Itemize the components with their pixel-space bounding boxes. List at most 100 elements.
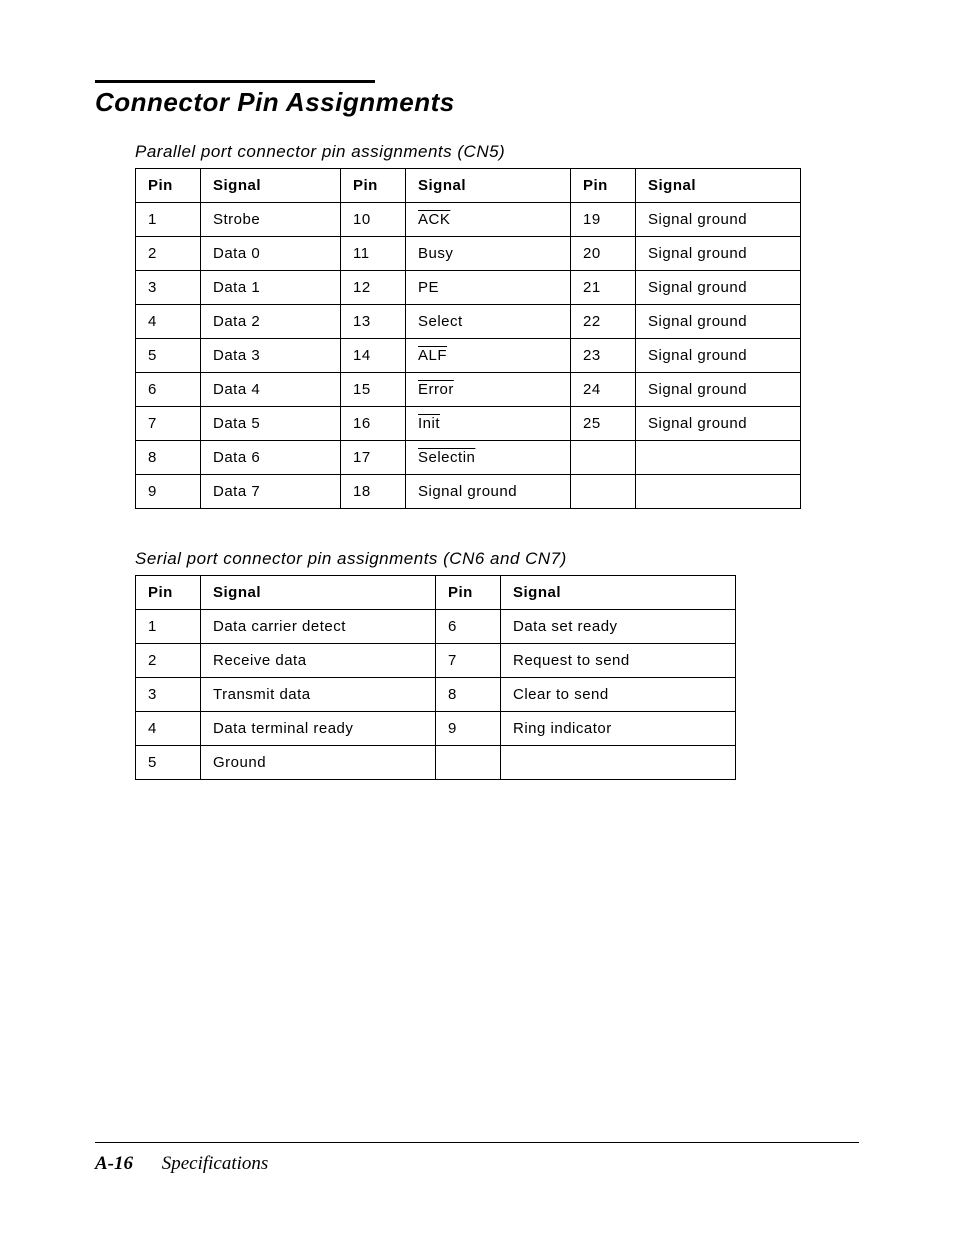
col-header: Signal (201, 576, 436, 610)
table-cell: 4 (136, 305, 201, 339)
table-cell: Signal ground (636, 407, 801, 441)
table-cell: Data set ready (501, 610, 736, 644)
table-cell: Data 1 (201, 271, 341, 305)
page-container: Connector Pin Assignments Parallel port … (0, 0, 954, 1235)
parallel-port-table: Pin Signal Pin Signal Pin Signal 1Strobe… (135, 168, 801, 509)
table-cell: Select (406, 305, 571, 339)
table-cell (571, 475, 636, 509)
table-cell: Signal ground (636, 373, 801, 407)
table-row: 2Receive data7Request to send (136, 644, 736, 678)
table-cell: 8 (436, 678, 501, 712)
title-rule (95, 80, 375, 83)
table-cell: Signal ground (636, 271, 801, 305)
table-cell: ALF (406, 339, 571, 373)
table-cell: 3 (136, 271, 201, 305)
table-cell: Request to send (501, 644, 736, 678)
table-cell: 9 (136, 475, 201, 509)
table-cell (436, 746, 501, 780)
page-number: A-16 (95, 1153, 133, 1174)
table-cell: 18 (341, 475, 406, 509)
col-header: Pin (136, 576, 201, 610)
table-cell: Transmit data (201, 678, 436, 712)
table-cell: 25 (571, 407, 636, 441)
table-cell: 1 (136, 610, 201, 644)
page-footer: A-16 Specifications (95, 1142, 859, 1175)
table-cell: 13 (341, 305, 406, 339)
table-cell: Data 6 (201, 441, 341, 475)
table-cell: 9 (436, 712, 501, 746)
table-cell: 14 (341, 339, 406, 373)
serial-port-table: Pin Signal Pin Signal 1Data carrier dete… (135, 575, 736, 780)
table-cell: 24 (571, 373, 636, 407)
table-row: 5Data 314ALF23Signal ground (136, 339, 801, 373)
table-cell: Clear to send (501, 678, 736, 712)
col-header: Signal (406, 169, 571, 203)
table-cell: Data 2 (201, 305, 341, 339)
table-cell: 6 (436, 610, 501, 644)
table-cell: Signal ground (636, 203, 801, 237)
table-cell: Strobe (201, 203, 341, 237)
table-row: 4Data terminal ready9Ring indicator (136, 712, 736, 746)
footer-text: A-16 Specifications (95, 1153, 859, 1175)
col-header: Pin (136, 169, 201, 203)
table-cell: 1 (136, 203, 201, 237)
section-name: Specifications (162, 1153, 269, 1174)
table-cell: Signal ground (406, 475, 571, 509)
table2-caption: Serial port connector pin assignments (C… (135, 549, 859, 569)
table-cell: 8 (136, 441, 201, 475)
footer-rule (95, 1142, 859, 1143)
table-cell: 7 (436, 644, 501, 678)
col-header: Signal (636, 169, 801, 203)
table-cell: Signal ground (636, 339, 801, 373)
col-header: Pin (341, 169, 406, 203)
table-row: 3Data 112PE21Signal ground (136, 271, 801, 305)
table-cell: 2 (136, 644, 201, 678)
table-cell: 2 (136, 237, 201, 271)
table-cell: 16 (341, 407, 406, 441)
table-row: 7Data 516Init25Signal ground (136, 407, 801, 441)
table-cell: 10 (341, 203, 406, 237)
table-cell: 15 (341, 373, 406, 407)
col-header: Signal (201, 169, 341, 203)
table-cell: PE (406, 271, 571, 305)
table-cell: Selectin (406, 441, 571, 475)
table-row: 3Transmit data8Clear to send (136, 678, 736, 712)
table-cell: 7 (136, 407, 201, 441)
table-cell: Data 4 (201, 373, 341, 407)
table-cell: ACK (406, 203, 571, 237)
table-cell: 23 (571, 339, 636, 373)
table-cell: Busy (406, 237, 571, 271)
col-header: Pin (436, 576, 501, 610)
table-cell: Error (406, 373, 571, 407)
table-cell: Signal ground (636, 305, 801, 339)
table-row: 2Data 011Busy20Signal ground (136, 237, 801, 271)
table-header-row: Pin Signal Pin Signal (136, 576, 736, 610)
page-title: Connector Pin Assignments (95, 87, 859, 118)
table-cell: Data carrier detect (201, 610, 436, 644)
table-header-row: Pin Signal Pin Signal Pin Signal (136, 169, 801, 203)
table-cell: 19 (571, 203, 636, 237)
table-row: 9Data 718Signal ground (136, 475, 801, 509)
table-row: 1Strobe10ACK19Signal ground (136, 203, 801, 237)
table-cell: Init (406, 407, 571, 441)
table-cell: 11 (341, 237, 406, 271)
table-cell: 5 (136, 339, 201, 373)
table-cell: Data 7 (201, 475, 341, 509)
table-cell: Data 5 (201, 407, 341, 441)
table-cell: Data terminal ready (201, 712, 436, 746)
col-header: Signal (501, 576, 736, 610)
table-cell: Receive data (201, 644, 436, 678)
table-cell (636, 475, 801, 509)
table-cell (571, 441, 636, 475)
table-row: 6Data 415Error24Signal ground (136, 373, 801, 407)
table-cell: 21 (571, 271, 636, 305)
table-cell: Signal ground (636, 237, 801, 271)
table-cell: Data 3 (201, 339, 341, 373)
table-cell: 5 (136, 746, 201, 780)
table-cell (636, 441, 801, 475)
table-row: 8Data 617Selectin (136, 441, 801, 475)
table-cell: 20 (571, 237, 636, 271)
table-cell: Ground (201, 746, 436, 780)
table-cell (501, 746, 736, 780)
table-cell: 17 (341, 441, 406, 475)
